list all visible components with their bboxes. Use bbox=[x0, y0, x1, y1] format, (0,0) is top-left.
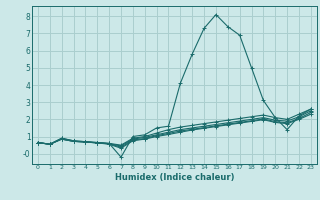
X-axis label: Humidex (Indice chaleur): Humidex (Indice chaleur) bbox=[115, 173, 234, 182]
